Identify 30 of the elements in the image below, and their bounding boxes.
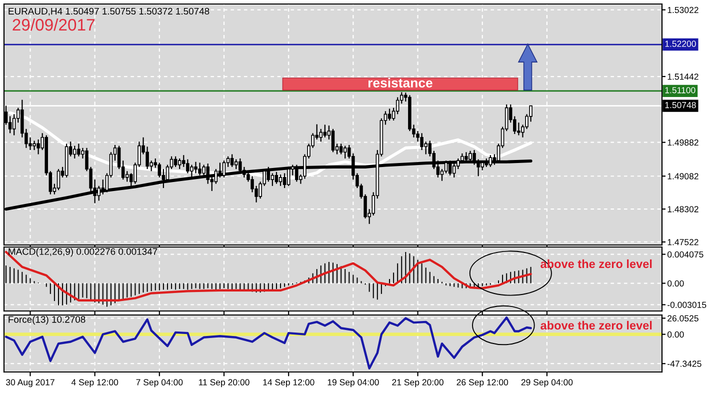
x-tick-label: 19 Sep 04:00 <box>328 379 379 388</box>
chart-title: EURAUD,H4 1.50497 1.50755 1.50372 1.50748 <box>8 8 210 16</box>
chart-title: MACD(12,26,9) 0.002276 0.001347 <box>8 248 158 257</box>
y-tick-label: 0.00 <box>667 280 684 287</box>
y-tick-label: 1.51442 <box>668 74 698 80</box>
y-tick-label: 0.004075 <box>667 251 704 258</box>
y-tick-label: 1.49882 <box>668 139 698 146</box>
x-tick-label: 11 Sep 20:00 <box>198 379 250 388</box>
ref-line-label: 1.51100 <box>665 87 696 94</box>
y-tick-label: 1.48302 <box>668 206 698 212</box>
y-tick-label: 26.0525 <box>668 315 698 322</box>
x-tick-label: 29 Sep 04:00 <box>521 379 573 388</box>
y-tick-label: -0.003015 <box>668 302 706 308</box>
x-tick-label: 7 Sep 04:00 <box>136 379 183 388</box>
chart-title: Force(13) 10.2708 <box>8 316 86 325</box>
x-tick-label: 14 Sep 12:00 <box>263 379 314 388</box>
x-tick-label: 30 Aug 2017 <box>6 379 54 388</box>
y-tick-label: 1.47522 <box>668 239 698 246</box>
ref-line-label: 1.50748 <box>665 102 696 108</box>
y-tick-label: 1.49082 <box>668 173 698 180</box>
y-tick-label: 0.00 <box>667 331 684 338</box>
x-tick-label: 21 Sep 20:00 <box>392 379 444 388</box>
annotation: 29/09/2017 <box>12 18 94 31</box>
annotation: above the zero level <box>540 320 652 330</box>
annotation: resistance <box>368 78 432 88</box>
x-tick-label: 4 Sep 12:00 <box>71 379 118 388</box>
y-tick-label: -47.3425 <box>668 360 702 367</box>
y-tick-label: 1.53022 <box>668 6 698 14</box>
x-tick-label: 26 Sep 12:00 <box>456 379 508 388</box>
ref-line-label: 1.52200 <box>665 40 696 47</box>
